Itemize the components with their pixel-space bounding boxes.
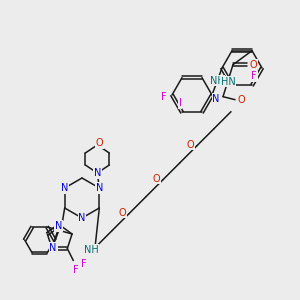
Text: N: N	[55, 221, 62, 231]
Text: NH: NH	[210, 76, 224, 85]
Text: N: N	[50, 242, 57, 253]
Text: N: N	[61, 183, 68, 193]
Text: F: F	[73, 265, 78, 275]
Text: O: O	[249, 60, 257, 70]
Text: O: O	[152, 174, 160, 184]
Text: HN: HN	[220, 77, 236, 87]
Text: F: F	[80, 259, 86, 269]
Text: NH: NH	[84, 245, 98, 255]
Text: N: N	[78, 213, 86, 223]
Text: O: O	[95, 138, 103, 148]
Text: F: F	[251, 71, 257, 81]
Text: N: N	[94, 168, 101, 178]
Text: O: O	[186, 140, 194, 150]
Text: O: O	[237, 95, 245, 105]
Text: F: F	[161, 92, 167, 102]
Text: F: F	[223, 76, 229, 86]
Text: I: I	[178, 98, 182, 108]
Text: N: N	[96, 183, 103, 193]
Text: O: O	[118, 208, 126, 218]
Text: N: N	[212, 94, 220, 104]
